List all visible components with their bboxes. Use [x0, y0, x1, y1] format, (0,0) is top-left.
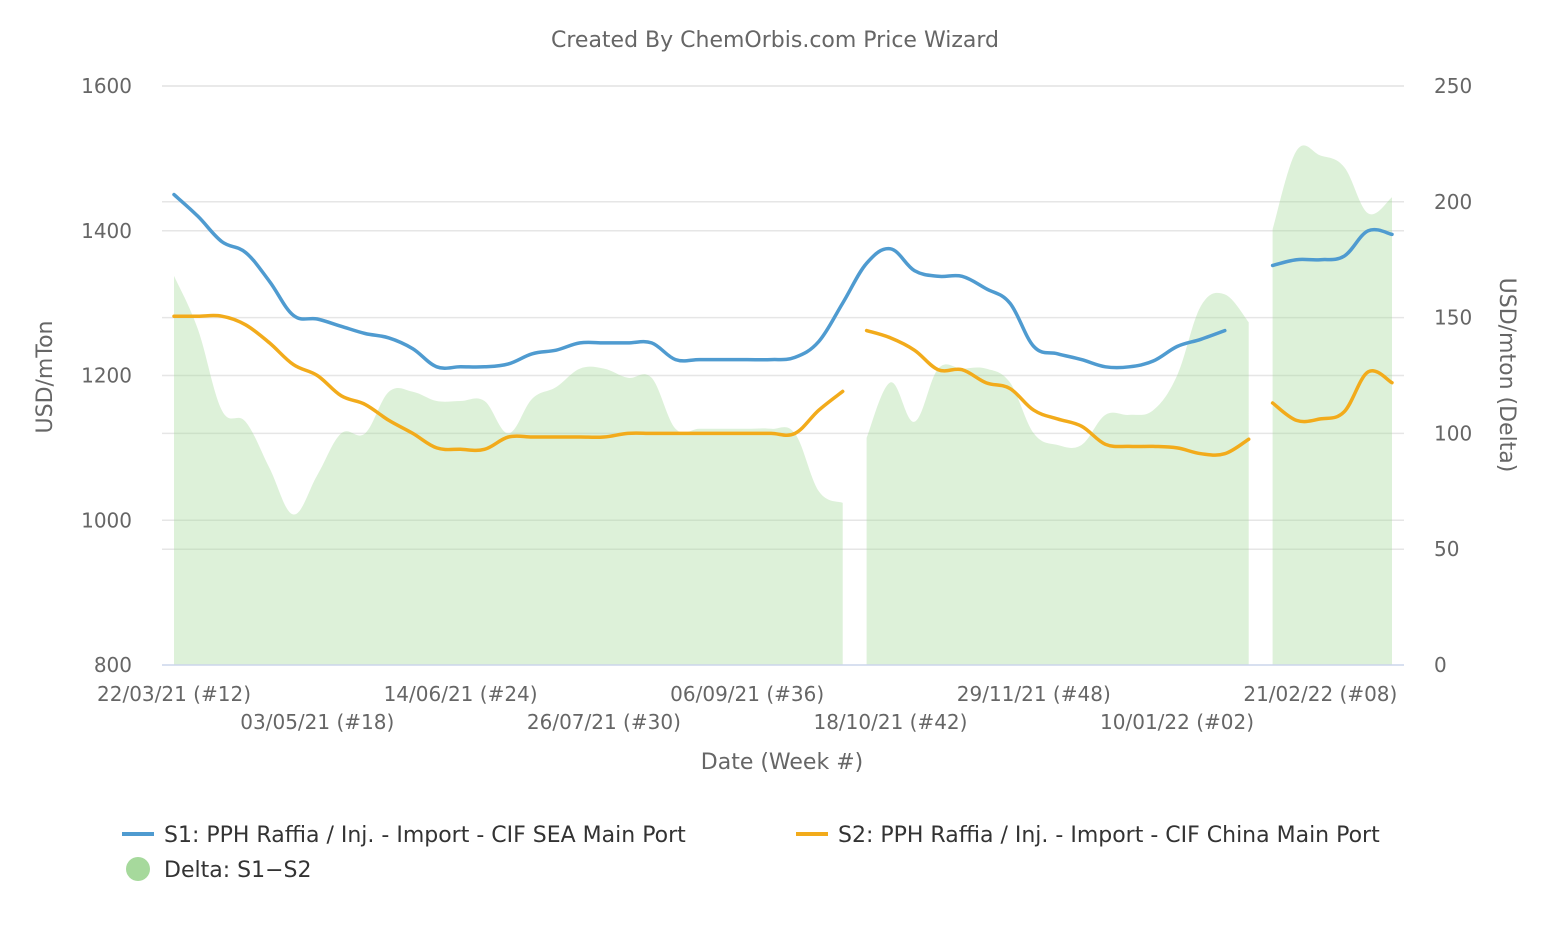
delta-area-segment[interactable]: [866, 292, 1249, 665]
left-tick-label: 1600: [81, 74, 132, 98]
series-1-line[interactable]: [172, 192, 1227, 370]
left-tick-label: 800: [94, 653, 132, 677]
x-axis-title: Date (Week #): [701, 750, 863, 775]
x-tick-label: 22/03/21 (#12): [97, 682, 251, 706]
legend: S1: PPH Raffia / Inj. - Import - CIF SEA…: [122, 823, 1380, 883]
right-tick-label: 250: [1434, 74, 1472, 98]
series-2-line[interactable]: [1270, 369, 1394, 424]
delta-area-segment[interactable]: [1272, 145, 1392, 665]
x-tick-label: 26/07/21 (#30): [527, 710, 681, 734]
legend-item-s1[interactable]: S1: PPH Raffia / Inj. - Import - CIF SEA…: [122, 823, 686, 848]
legend-label-s1: S1: PPH Raffia / Inj. - Import - CIF SEA…: [164, 823, 686, 848]
x-tick-label: 29/11/21 (#48): [957, 682, 1111, 706]
series-2-line[interactable]: [864, 328, 1251, 457]
x-tick-label: 18/10/21 (#42): [813, 710, 967, 734]
legend-item-delta[interactable]: Delta: S1−S2: [126, 857, 311, 883]
right-axis-title: USD/mton (Delta): [1494, 278, 1519, 473]
legend-label-delta: Delta: S1−S2: [164, 858, 311, 883]
right-tick-label: 200: [1434, 190, 1472, 214]
legend-item-s2[interactable]: S2: PPH Raffia / Inj. - Import - CIF Chi…: [796, 823, 1380, 848]
right-tick-label: 0: [1434, 653, 1447, 677]
x-tick-label: 03/05/21 (#18): [240, 710, 394, 734]
delta-area-layer: [174, 145, 1392, 665]
x-axis-ticks: 22/03/21 (#12) 03/05/21 (#18) 14/06/21 (#2…: [97, 682, 1397, 734]
x-tick-label: 14/06/21 (#24): [384, 682, 538, 706]
right-tick-label: 50: [1434, 537, 1459, 561]
right-tick-label: 150: [1434, 306, 1472, 330]
left-tick-label: 1200: [81, 364, 132, 388]
left-tick-label: 1400: [81, 219, 132, 243]
left-axis-title: USD/mTon: [33, 321, 58, 434]
legend-label-s2: S2: PPH Raffia / Inj. - Import - CIF Chi…: [838, 823, 1380, 848]
price-lines-layer: [172, 192, 1394, 457]
legend-circle-delta-icon: [126, 857, 150, 881]
right-tick-label: 100: [1434, 421, 1472, 445]
x-tick-label: 21/02/22 (#08): [1243, 682, 1397, 706]
x-tick-label: 06/09/21 (#36): [670, 682, 824, 706]
x-tick-label: 10/01/22 (#02): [1100, 710, 1254, 734]
right-axis-ticks: 0 50 100 150 200 250: [1434, 74, 1472, 677]
delta-area-segment[interactable]: [174, 275, 843, 665]
series-2-line[interactable]: [172, 313, 845, 453]
left-tick-label: 1000: [81, 508, 132, 532]
chart-title: Created By ChemOrbis.com Price Wizard: [551, 28, 999, 53]
left-axis-ticks: 800 1000 1200 1400 1600: [81, 74, 132, 677]
series-1-line[interactable]: [1270, 227, 1394, 268]
